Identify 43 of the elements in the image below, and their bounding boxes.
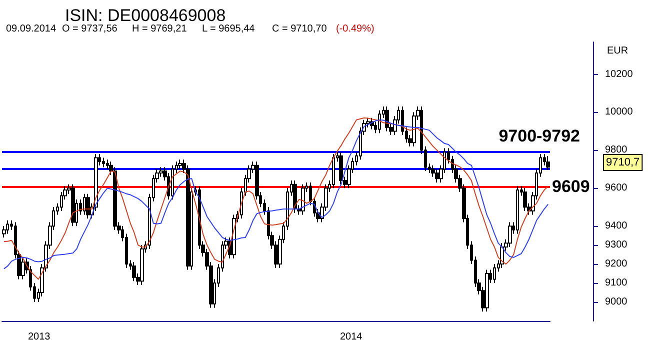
candlestick <box>6 220 9 234</box>
candlestick <box>493 264 496 284</box>
candlestick <box>140 244 144 286</box>
y-tick-label: 9200 <box>605 258 628 270</box>
text: L = 9695,44 <box>202 24 256 34</box>
candlestick <box>435 168 439 183</box>
candlestick <box>485 269 489 312</box>
annotation: 9700-9792 <box>498 126 580 146</box>
y-tick-label: 10200 <box>605 68 634 80</box>
candlestick <box>378 110 381 134</box>
y-axis-title: EUR <box>607 46 628 56</box>
text: 2013 <box>28 332 51 342</box>
candlestick <box>332 153 335 189</box>
candlestick <box>102 157 105 168</box>
candlestick <box>293 180 297 214</box>
y-tick-label: 9300 <box>605 240 628 251</box>
ref-line-label: 9609 <box>552 176 590 196</box>
text: 09.09.2014 <box>6 24 56 34</box>
chart-title: ISIN: DE0008469008 <box>65 6 226 25</box>
candlestick <box>83 193 86 216</box>
text: 9710,7 <box>606 156 640 168</box>
text: H = 9769,21 <box>132 24 188 34</box>
y-tick-label: 10000 <box>605 106 634 118</box>
candlestick <box>71 184 75 227</box>
y-tick-label: 9600 <box>605 182 628 194</box>
candlestick <box>546 156 550 171</box>
text: 2014 <box>340 332 363 342</box>
text: (-0.49%) <box>336 24 374 34</box>
y-tick-label: 9400 <box>605 220 628 232</box>
y-tick-label: 9000 <box>605 296 628 308</box>
candlestick <box>171 164 174 200</box>
text: O = 9737,56 <box>62 24 118 34</box>
text: C = 9710,70 <box>272 24 328 34</box>
y-tick-label: 9800 <box>605 144 628 156</box>
candlestick <box>132 262 136 282</box>
candlestick <box>86 193 90 220</box>
candlestick <box>523 188 527 212</box>
y-tick-label: 9100 <box>605 278 628 289</box>
candlestick <box>339 152 343 185</box>
candlestick <box>516 186 519 234</box>
candlestick <box>178 159 182 170</box>
candlestick <box>508 222 512 248</box>
candlestick <box>301 184 305 216</box>
